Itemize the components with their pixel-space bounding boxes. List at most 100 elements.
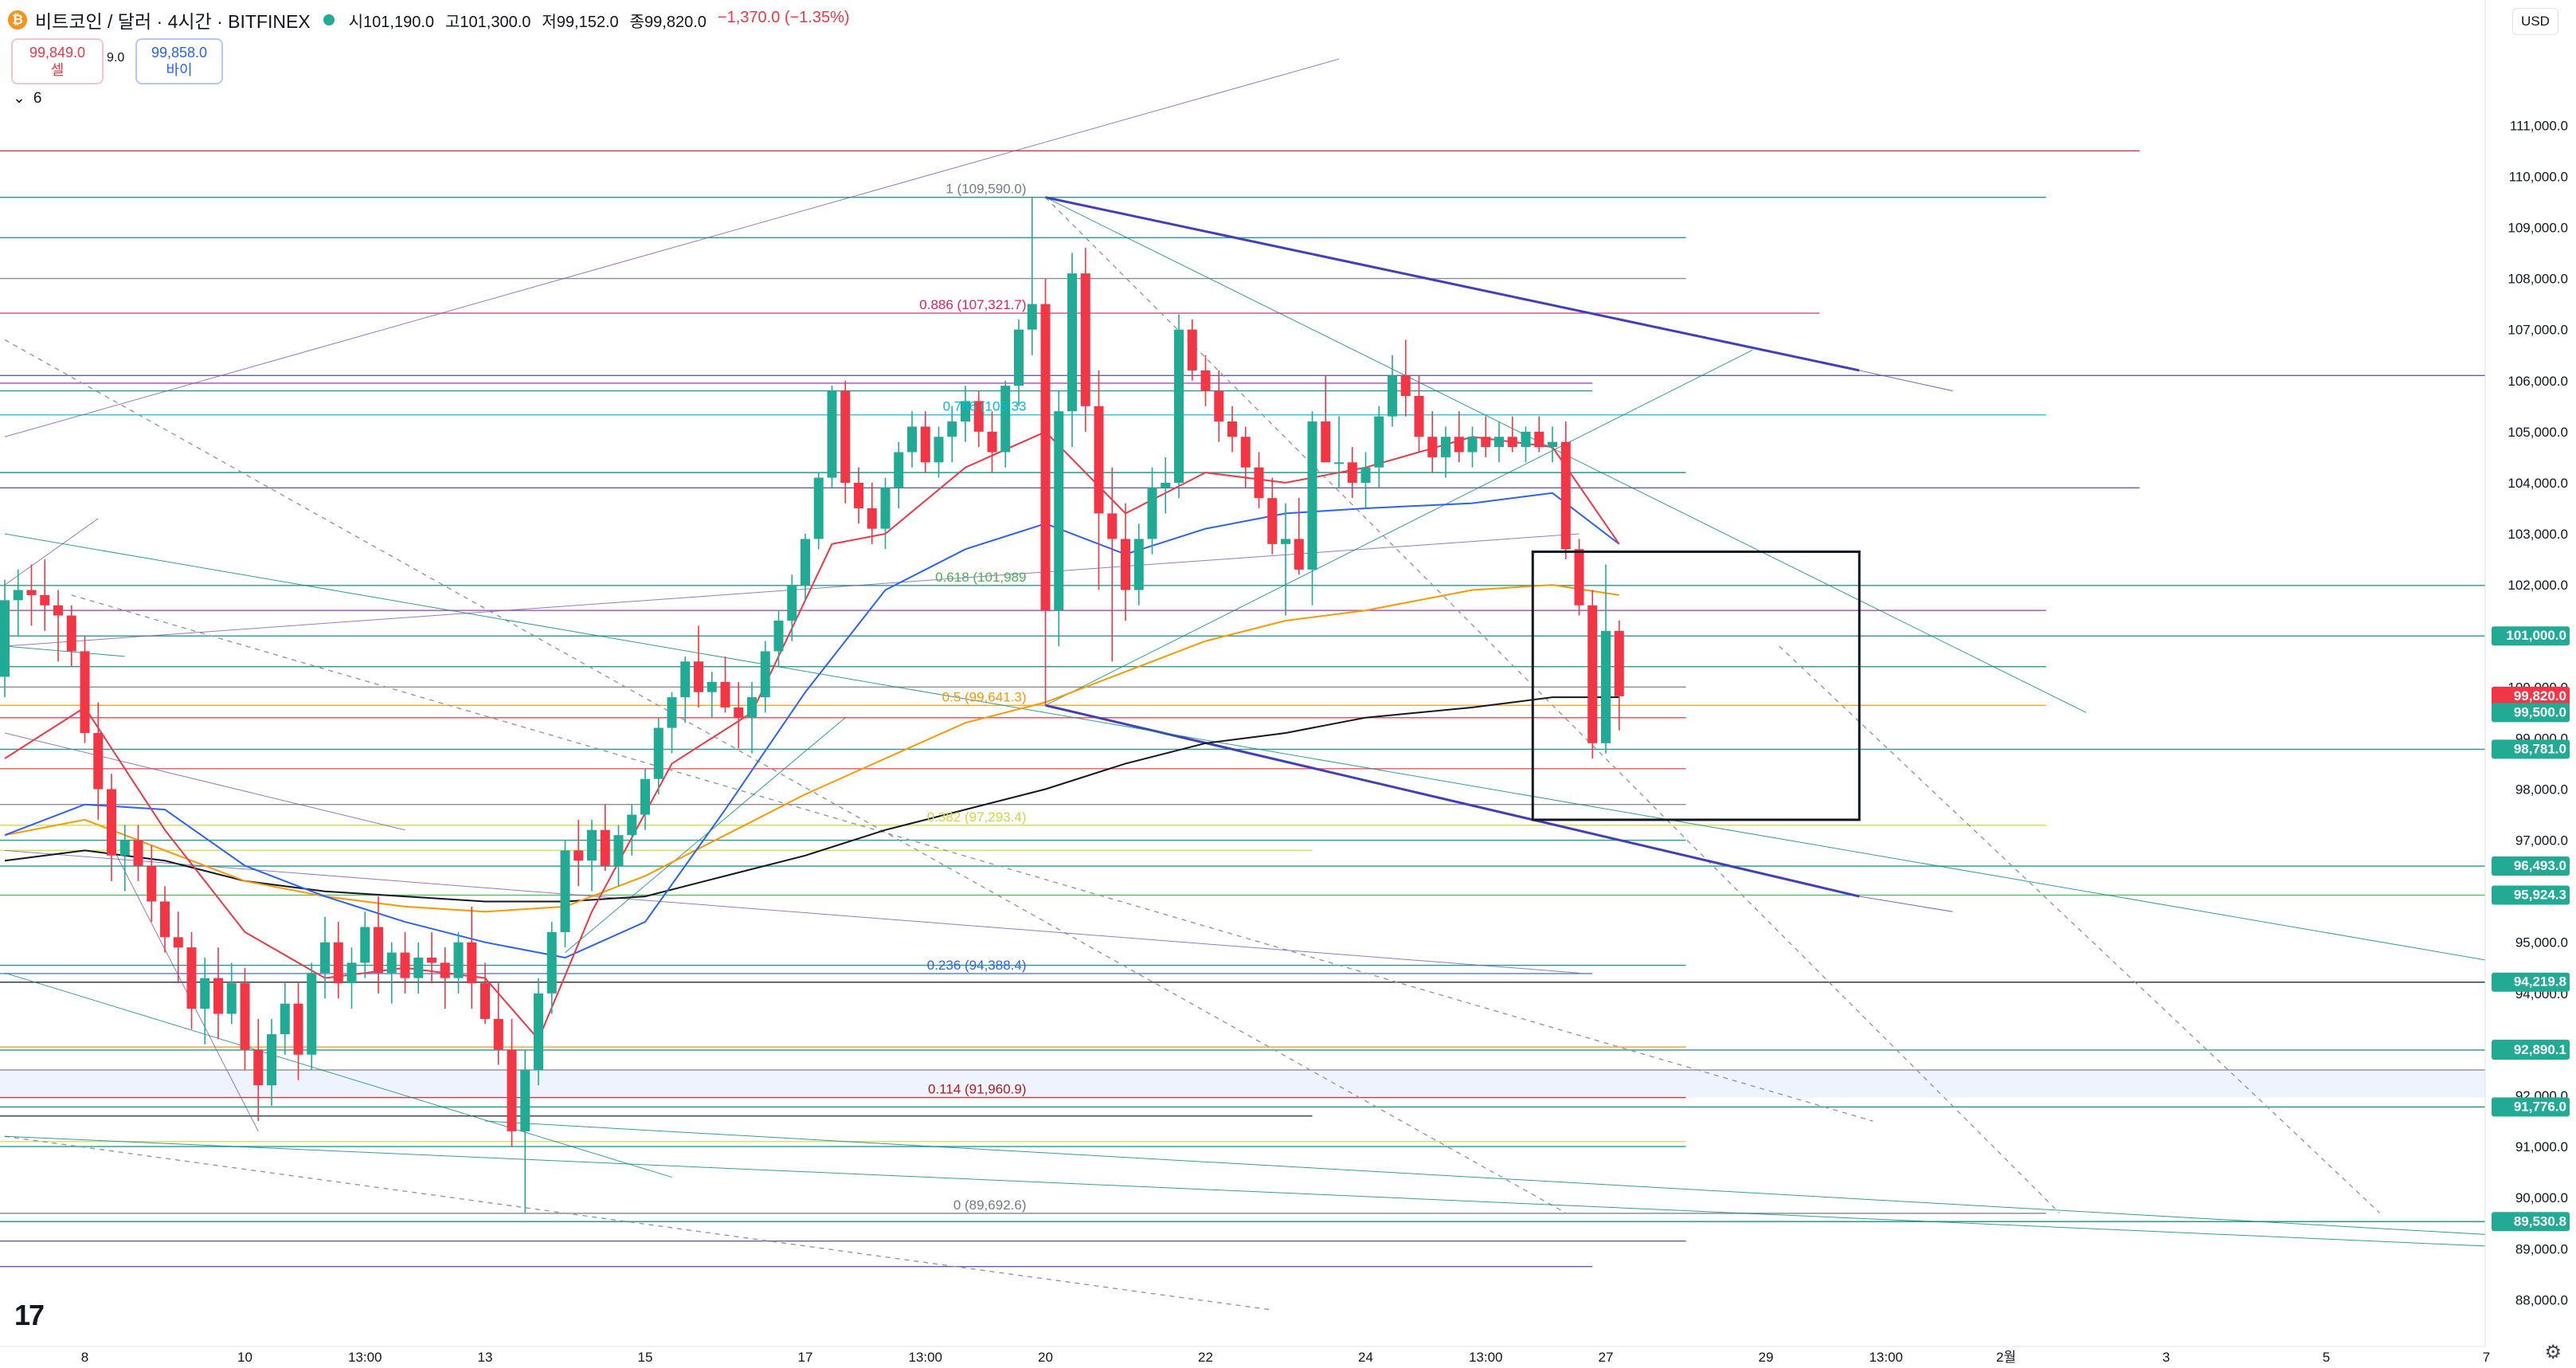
candle-body (93, 732, 104, 790)
candle-body (1481, 437, 1491, 448)
candle-body (280, 1003, 290, 1035)
candle-body (1133, 539, 1144, 590)
trend-line (4, 58, 1340, 437)
x-tick-label: 29 (1759, 1350, 1774, 1365)
candle-body (173, 937, 183, 948)
price-tag-text: 101,000.0 (2506, 628, 2566, 643)
indicators-toggle[interactable]: ⌄ 6 (13, 89, 42, 108)
candle-body (1334, 462, 1344, 464)
candle-body (1388, 375, 1397, 417)
candle-body (1054, 411, 1064, 611)
trend-line (4, 849, 1580, 974)
x-tick-label: 22 (1198, 1350, 1213, 1365)
ohlc-high: 고101,300.0 (445, 13, 531, 31)
candle-body (813, 477, 824, 539)
y-tick-label: 103,000.0 (2507, 527, 2568, 542)
candle-body (213, 978, 223, 1014)
candle-body (987, 431, 997, 453)
symbol-title[interactable]: 비트코인 / 달러 · 4시간 · BITFINEX (35, 11, 311, 32)
price-tag (2492, 626, 2570, 646)
y-tick-label: 95,000.0 (2515, 935, 2568, 951)
candle-body (827, 390, 837, 478)
candle-body (400, 952, 410, 978)
candle-body (947, 421, 957, 437)
y-tick-label: 104,000.0 (2507, 476, 2568, 491)
dashed-projection-line (4, 1135, 1273, 1311)
candle-body (160, 901, 170, 938)
price-tag (2492, 1212, 2570, 1232)
candle-body (1467, 437, 1478, 453)
candle-body (1200, 370, 1211, 391)
price-tag (2492, 885, 2570, 905)
candle-body (240, 983, 250, 1050)
chevron-down-icon: ⌄ (13, 90, 25, 107)
price-tag-text: 99,820.0 (2514, 688, 2566, 704)
x-tick-label: 8 (81, 1350, 88, 1365)
ohlc-low: 저99,152.0 (542, 13, 619, 31)
trend-line (4, 1135, 2576, 1251)
candle-body (1107, 513, 1118, 539)
candle-body (1174, 329, 1184, 483)
candle-body (467, 942, 477, 984)
candle-body (1614, 630, 1624, 696)
sell-button[interactable]: 99,849.0 셀 (11, 38, 104, 84)
price-tag (2492, 739, 2570, 759)
trend-line (565, 717, 846, 953)
price-tag-text: 96,493.0 (2514, 858, 2566, 873)
price-tag (2492, 1040, 2570, 1060)
candle-body (320, 942, 330, 974)
price-tag-text: 91,776.0 (2514, 1099, 2566, 1114)
candle-body (1534, 431, 1544, 448)
y-tick-label: 88,000.0 (2515, 1292, 2568, 1307)
fib-level-label: 0 (89,692.6) (953, 1197, 1027, 1213)
settings-icon[interactable]: ⚙ (2544, 1342, 2562, 1363)
spread-value: 9.0 (107, 51, 125, 65)
fib-level-label: 0.886 (107,321.7) (919, 297, 1026, 312)
candle-body (13, 590, 23, 601)
trend-line (4, 645, 125, 657)
y-tick-label: 107,000.0 (2507, 323, 2568, 338)
candle-body (0, 600, 10, 677)
price-tag (2492, 972, 2570, 992)
candle-body (1427, 437, 1438, 457)
candle-body (107, 789, 116, 856)
candle-body (1227, 421, 1237, 437)
currency-button[interactable]: USD (2512, 8, 2558, 35)
highlight-box (1531, 550, 1861, 821)
fib-level-label: 0.382 (97,293.4) (927, 809, 1027, 825)
candle-body (1040, 304, 1051, 611)
fib-level-label: 0.618 (101,989 (935, 570, 1026, 585)
ohlc-readout: 시101,190.0 고101,300.0 저99,152.0 종99,820.… (349, 9, 850, 32)
sell-price: 99,849.0 (29, 45, 86, 61)
trend-line (1859, 896, 1953, 912)
sma-blue-line (4, 492, 1620, 959)
candle-body (374, 927, 383, 974)
fib-level-label: 0.786 (105,33 (943, 399, 1027, 414)
candle-body (1307, 421, 1317, 570)
price-tag-text: 92,890.1 (2514, 1042, 2566, 1057)
candle-body (1548, 441, 1557, 448)
candle-body (1587, 605, 1598, 743)
sma-red-line (4, 430, 1620, 1041)
price-tag-text: 94,219.8 (2514, 974, 2566, 990)
candle-body (253, 1049, 264, 1086)
dashed-projection-line (1779, 645, 2380, 1213)
candle-body (386, 952, 397, 974)
candle-body (1441, 437, 1450, 457)
candle-body (787, 585, 797, 621)
candle-body (1414, 395, 1424, 437)
y-tick-label: 91,000.0 (2515, 1139, 2568, 1154)
candle-body (293, 1003, 303, 1055)
candle-body (867, 508, 877, 529)
price-tag-text: 95,924.3 (2514, 888, 2566, 903)
trend-line (4, 518, 99, 586)
candle-body (973, 401, 984, 432)
buy-price: 99,858.0 (151, 45, 208, 61)
candle-body (1281, 539, 1290, 544)
candle-body (427, 957, 437, 963)
candle-body (333, 942, 343, 984)
candle-body (546, 931, 557, 994)
candle-body (747, 697, 757, 718)
buy-button[interactable]: 99,858.0 바이 (135, 38, 223, 84)
